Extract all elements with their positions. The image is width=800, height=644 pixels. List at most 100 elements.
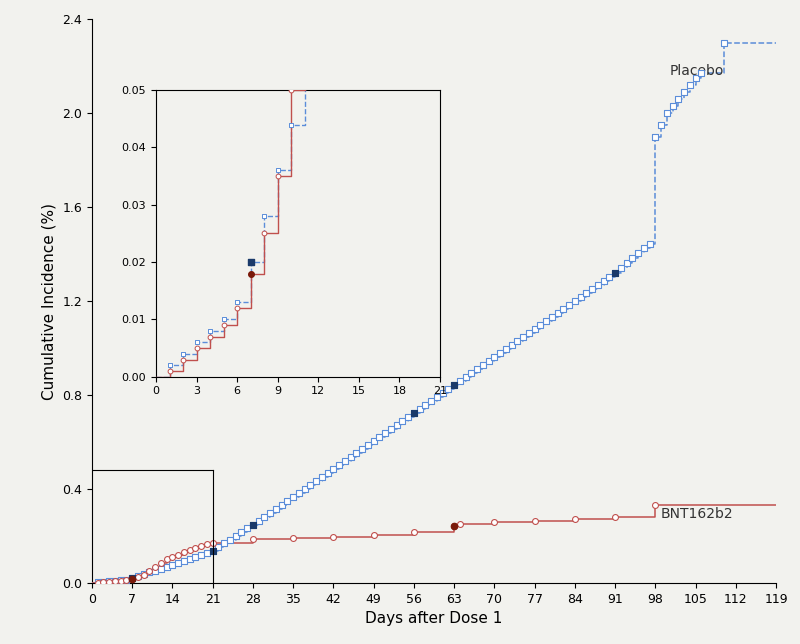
Point: [414, 404, 426, 414]
Point: [654, 120, 667, 130]
Point: [562, 300, 575, 310]
Point: [540, 316, 553, 326]
Point: [390, 420, 403, 430]
Point: [293, 488, 306, 498]
Point: [454, 375, 466, 386]
Point: [252, 515, 265, 526]
Point: [126, 573, 138, 583]
Point: [350, 448, 363, 458]
Point: [362, 440, 374, 450]
Point: [178, 547, 190, 558]
Point: [138, 569, 150, 580]
Point: [407, 527, 420, 538]
Point: [91, 578, 104, 588]
Point: [695, 68, 708, 79]
Point: [131, 572, 144, 582]
Point: [626, 253, 638, 263]
Point: [494, 348, 506, 358]
Point: [172, 558, 185, 568]
Point: [195, 550, 208, 560]
Point: [597, 276, 610, 287]
X-axis label: Days after Dose 1: Days after Dose 1: [366, 611, 502, 626]
Point: [206, 538, 219, 548]
Point: [385, 424, 398, 434]
Point: [534, 320, 546, 330]
Point: [638, 243, 650, 254]
Point: [448, 522, 461, 532]
Point: [407, 408, 420, 418]
Point: [103, 576, 116, 587]
Point: [454, 519, 466, 529]
Point: [511, 336, 524, 346]
Point: [672, 94, 685, 104]
Point: [643, 238, 656, 249]
Point: [322, 468, 334, 478]
Point: [258, 229, 270, 239]
Point: [574, 292, 587, 302]
Point: [244, 269, 257, 279]
Point: [218, 320, 230, 330]
Point: [201, 539, 214, 549]
Point: [131, 571, 144, 582]
Point: [154, 564, 167, 574]
Point: [557, 304, 570, 314]
Point: [373, 431, 386, 442]
Point: [620, 258, 633, 269]
Point: [367, 529, 380, 540]
Point: [546, 312, 558, 322]
Point: [97, 577, 110, 587]
Point: [230, 303, 243, 313]
Point: [160, 562, 173, 572]
Point: [425, 395, 438, 406]
Point: [241, 523, 254, 533]
Point: [190, 343, 203, 353]
Point: [517, 332, 530, 342]
Point: [528, 324, 541, 334]
Point: [327, 464, 340, 474]
Point: [97, 577, 110, 587]
Point: [580, 288, 593, 298]
Point: [488, 352, 501, 362]
Point: [212, 542, 225, 553]
Point: [285, 85, 298, 95]
Point: [356, 444, 369, 454]
Point: [304, 480, 317, 490]
Point: [244, 269, 257, 279]
Point: [138, 569, 150, 580]
Point: [166, 560, 179, 570]
Point: [270, 504, 282, 514]
Point: [218, 314, 230, 325]
Point: [286, 533, 299, 544]
Point: [436, 388, 449, 398]
Point: [201, 548, 214, 558]
Point: [120, 575, 133, 585]
Point: [609, 268, 622, 278]
Point: [333, 460, 346, 470]
Point: [271, 166, 284, 176]
Point: [609, 512, 622, 522]
Point: [528, 515, 541, 526]
Point: [163, 360, 176, 370]
Point: [569, 514, 582, 524]
Point: [114, 575, 127, 585]
Point: [367, 435, 380, 446]
Point: [482, 355, 495, 366]
Text: BNT162b2: BNT162b2: [661, 507, 734, 520]
Point: [120, 574, 133, 585]
Point: [470, 364, 483, 374]
Point: [465, 368, 478, 378]
Point: [419, 400, 432, 410]
Point: [442, 384, 454, 394]
Point: [569, 296, 582, 307]
Point: [488, 517, 501, 527]
Point: [126, 573, 138, 583]
Point: [477, 360, 490, 370]
Point: [649, 131, 662, 142]
Point: [206, 545, 219, 556]
Point: [177, 348, 190, 359]
Point: [499, 344, 512, 354]
Point: [660, 108, 673, 118]
Point: [310, 475, 322, 486]
Point: [683, 80, 696, 90]
Point: [609, 268, 622, 278]
